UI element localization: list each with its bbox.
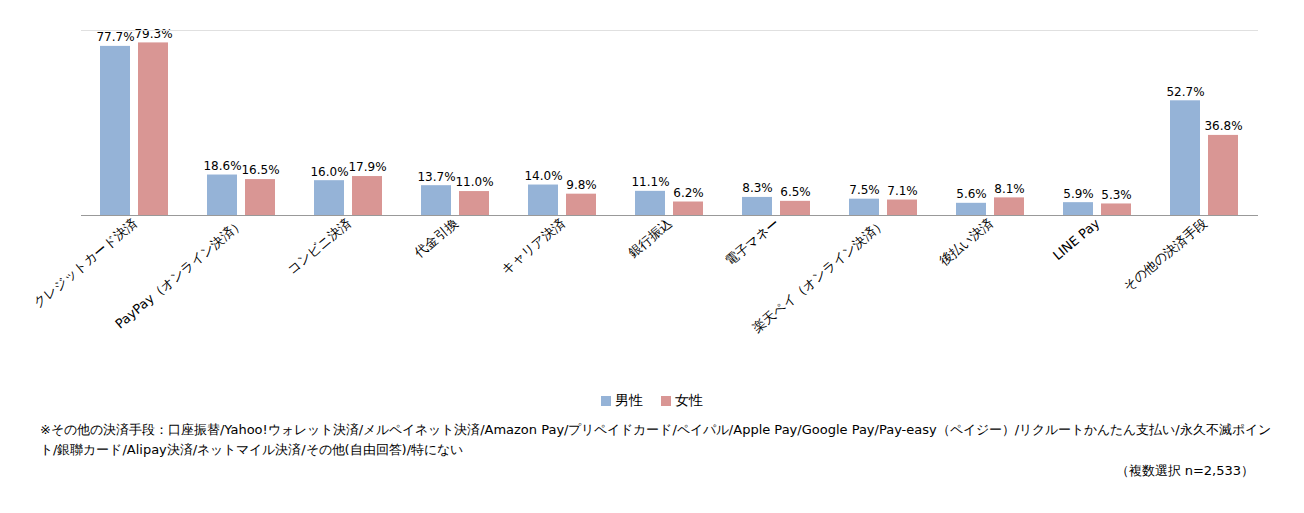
svg-text:代金引換: 代金引換 bbox=[410, 215, 460, 261]
svg-text:52.7%: 52.7% bbox=[1166, 85, 1204, 99]
svg-text:5.6%: 5.6% bbox=[956, 187, 987, 201]
svg-text:16.0%: 16.0% bbox=[310, 165, 348, 179]
svg-text:6.5%: 6.5% bbox=[780, 185, 811, 199]
svg-text:7.1%: 7.1% bbox=[887, 184, 918, 198]
html-text:（複数選択 n=2,533）: （複数選択 n=2,533） bbox=[1115, 463, 1254, 479]
svg-text:36.8%: 36.8% bbox=[1204, 119, 1242, 133]
svg-text:PayPay（オンライン決済）: PayPay（オンライン決済） bbox=[112, 215, 246, 331]
svg-text:77.7%: 77.7% bbox=[96, 30, 134, 44]
svg-text:コンビニ決済: コンビニ決済 bbox=[284, 215, 353, 277]
svg-text:9.8%: 9.8% bbox=[566, 178, 597, 192]
svg-text:79.3%: 79.3% bbox=[134, 27, 172, 41]
svg-text:5.3%: 5.3% bbox=[1101, 188, 1132, 202]
svg-text:楽天ペイ（オンライン決済）: 楽天ペイ（オンライン決済） bbox=[749, 215, 888, 335]
svg-text:キャリア決済: キャリア決済 bbox=[498, 215, 567, 277]
svg-text:11.0%: 11.0% bbox=[455, 175, 493, 189]
svg-text:7.5%: 7.5% bbox=[849, 183, 880, 197]
svg-text:クレジットカード決済: クレジットカード決済 bbox=[30, 215, 139, 310]
svg-text:17.9%: 17.9% bbox=[348, 160, 386, 174]
html-text:※その他の決済手段：口座振替/Yahoo!ウォレット決済/メ: ※その他の決済手段：口座振替/Yahoo!ウォレット決済/メルペイネット決済/A… bbox=[40, 422, 1271, 458]
svg-text:電子マネー: 電子マネー bbox=[722, 215, 781, 268]
html-text:男性: 男性 bbox=[615, 392, 643, 408]
svg-text:11.1%: 11.1% bbox=[631, 175, 669, 189]
svg-text:16.5%: 16.5% bbox=[241, 163, 279, 177]
svg-text:6.2%: 6.2% bbox=[673, 186, 704, 200]
svg-text:8.1%: 8.1% bbox=[994, 182, 1025, 196]
svg-text:銀行振込: 銀行振込 bbox=[625, 215, 674, 260]
html-text:女性: 女性 bbox=[675, 392, 703, 408]
svg-text:LINE Pay: LINE Pay bbox=[1050, 215, 1103, 263]
svg-text:5.9%: 5.9% bbox=[1063, 186, 1094, 200]
svg-text:その他の決済手段: その他の決済手段 bbox=[1120, 215, 1209, 293]
svg-text:14.0%: 14.0% bbox=[524, 169, 562, 183]
svg-text:後払い決済: 後払い決済 bbox=[936, 215, 995, 268]
svg-text:13.7%: 13.7% bbox=[417, 170, 455, 184]
svg-text:8.3%: 8.3% bbox=[742, 181, 773, 195]
svg-text:18.6%: 18.6% bbox=[203, 159, 241, 173]
